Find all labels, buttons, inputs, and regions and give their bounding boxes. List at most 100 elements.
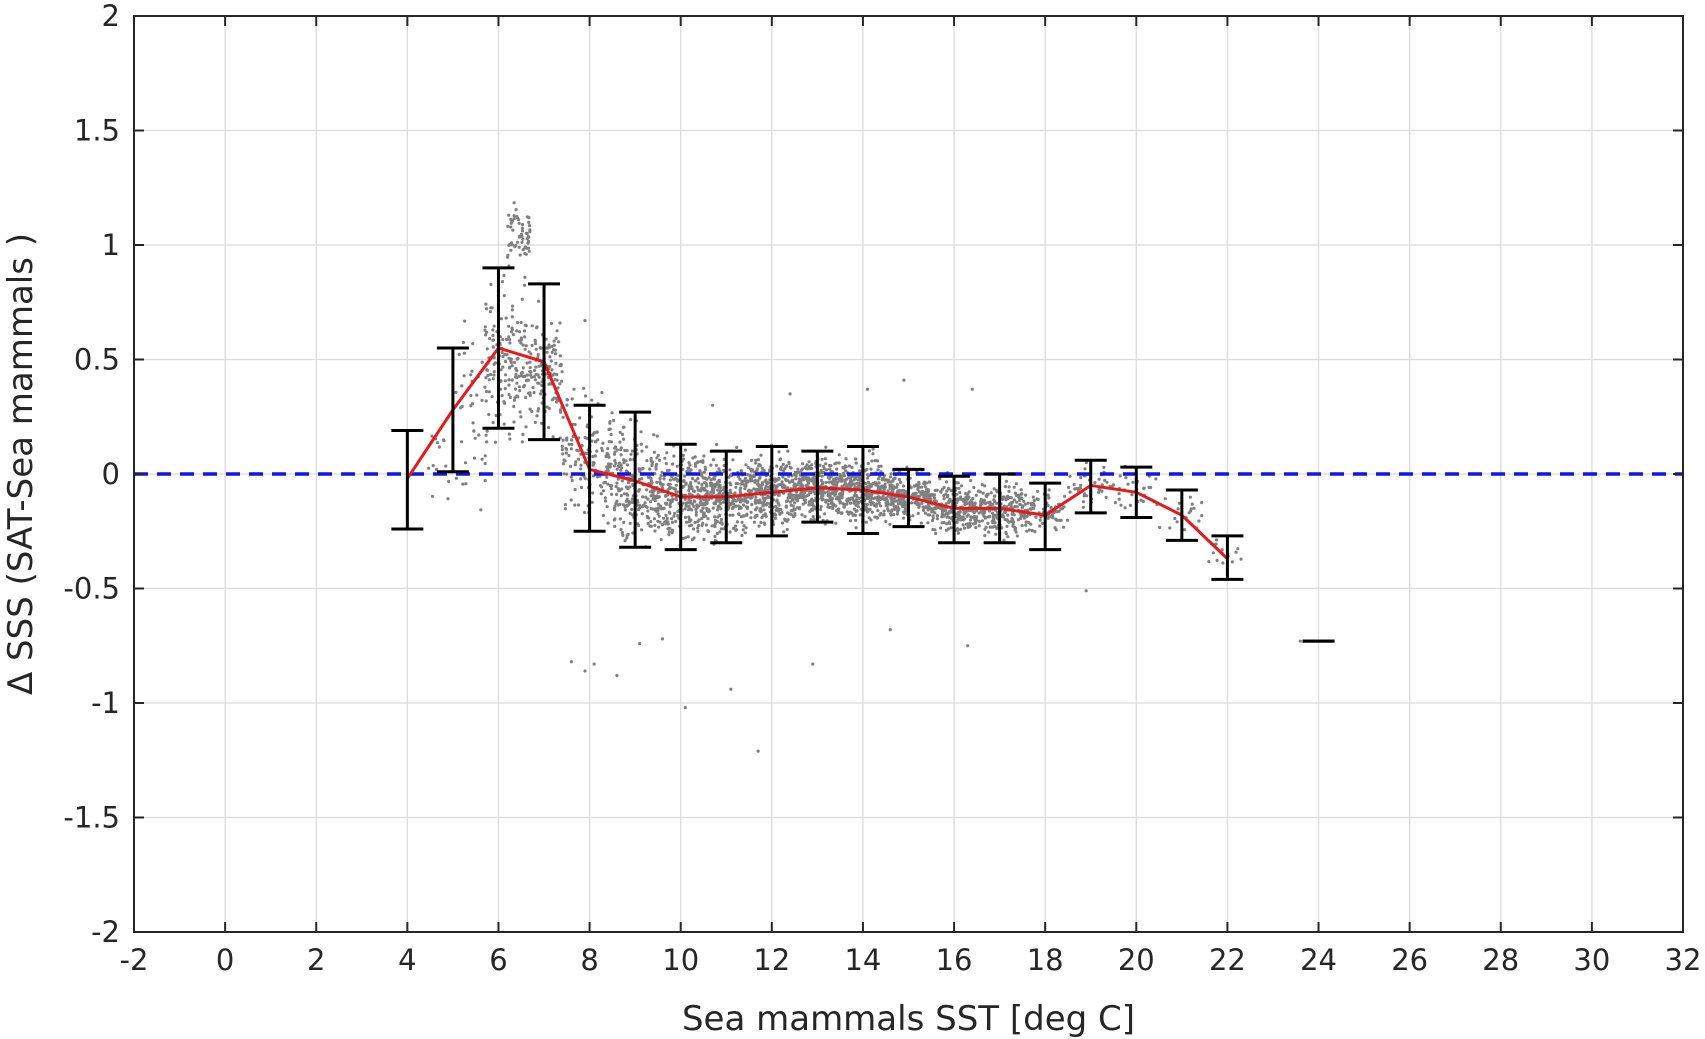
scatter-point xyxy=(1007,520,1011,524)
scatter-point xyxy=(583,477,587,481)
scatter-point xyxy=(826,490,830,494)
scatter-point xyxy=(707,509,711,513)
scatter-point xyxy=(518,253,522,257)
scatter-point xyxy=(657,525,661,529)
scatter-point xyxy=(615,492,619,497)
y-tick-label: -2 xyxy=(91,915,120,949)
scatter-point xyxy=(648,490,653,494)
scatter-point xyxy=(640,512,644,516)
scatter-point xyxy=(606,482,610,486)
scatter-point xyxy=(1025,529,1029,533)
scatter-point xyxy=(646,509,650,513)
scatter-point xyxy=(957,518,961,522)
scatter-point xyxy=(976,489,981,493)
scatter-point xyxy=(773,479,777,483)
scatter-point xyxy=(755,469,759,473)
scatter-point xyxy=(746,495,750,499)
scatter-point xyxy=(1015,534,1019,538)
scatter-point xyxy=(733,524,738,528)
scatter-point xyxy=(749,496,754,500)
scatter-point xyxy=(664,494,668,498)
scatter-point xyxy=(1014,482,1018,486)
scatter-point xyxy=(509,359,513,363)
scatter-point xyxy=(798,480,802,485)
scatter-point xyxy=(673,511,677,515)
scatter-point xyxy=(711,506,715,510)
scatter-point xyxy=(665,516,669,521)
scatter-point xyxy=(640,449,644,453)
scatter-point xyxy=(579,463,583,467)
scatter-point xyxy=(668,526,672,530)
scatter-point xyxy=(777,477,781,481)
scatter-point xyxy=(582,386,586,390)
scatter-point xyxy=(934,499,938,503)
x-tick-label: 30 xyxy=(1573,943,1610,977)
scatter-point xyxy=(939,526,943,530)
scatter-point xyxy=(638,503,642,507)
scatter-point xyxy=(667,510,672,514)
scatter-point xyxy=(750,479,754,483)
scatter-point xyxy=(760,466,764,470)
scatter-point xyxy=(873,459,877,463)
scatter-point xyxy=(827,498,831,502)
scatter-point xyxy=(966,513,970,517)
scatter-point xyxy=(694,513,698,517)
scatter-point xyxy=(875,502,879,506)
scatter-point xyxy=(956,531,961,535)
scatter-point xyxy=(1013,525,1017,530)
scatter-point xyxy=(884,504,889,508)
scatter-point xyxy=(866,493,870,497)
scatter-point xyxy=(786,449,790,453)
scatter-point xyxy=(511,228,515,232)
error-bar xyxy=(846,445,879,536)
scatter-point xyxy=(871,447,875,451)
scatter-point xyxy=(591,491,595,495)
scatter-point xyxy=(646,497,650,501)
scatter-point xyxy=(469,373,473,377)
scatter-point xyxy=(819,505,823,509)
scatter-point xyxy=(1021,504,1025,508)
scatter-point xyxy=(980,483,984,487)
scatter-point xyxy=(1004,532,1008,536)
scatter-point xyxy=(603,480,608,484)
scatter-point xyxy=(662,477,666,481)
scatter-point xyxy=(637,478,641,482)
scatter-point xyxy=(1018,496,1022,500)
scatter-point xyxy=(824,500,828,504)
scatter-point xyxy=(641,495,645,499)
scatter-point xyxy=(552,339,556,343)
scatter-point xyxy=(660,637,665,641)
scatter-point xyxy=(938,477,942,481)
scatter-point xyxy=(628,458,633,462)
scatter-point xyxy=(578,416,582,420)
scatter-point xyxy=(558,382,562,386)
scatter-point xyxy=(645,514,649,519)
scatter-point xyxy=(503,387,507,391)
scatter-point xyxy=(810,463,814,467)
scatter-point xyxy=(1117,492,1121,496)
scatter-point xyxy=(957,486,961,490)
scatter-point xyxy=(901,504,905,508)
scatter-point xyxy=(837,453,841,457)
scatter-point xyxy=(691,456,695,460)
scatter-point xyxy=(729,502,733,507)
scatter-point xyxy=(877,501,881,505)
scatter-point xyxy=(515,215,519,219)
scatter-point xyxy=(461,340,465,345)
scatter-point xyxy=(523,347,527,351)
scatter-point xyxy=(962,517,967,521)
scatter-point xyxy=(479,508,483,512)
scatter-point xyxy=(614,461,618,465)
scatter-point xyxy=(687,504,691,508)
scatter-point xyxy=(610,411,614,415)
x-tick-label: 0 xyxy=(216,943,234,977)
scatter-point xyxy=(795,498,799,502)
scatter-point xyxy=(520,229,525,233)
scatter-point xyxy=(756,458,761,462)
scatter-point xyxy=(858,513,862,517)
scatter-point xyxy=(533,338,537,342)
scatter-point xyxy=(693,520,697,525)
scatter-point xyxy=(694,510,698,514)
scatter-point xyxy=(732,526,736,531)
scatter-point xyxy=(598,484,603,488)
